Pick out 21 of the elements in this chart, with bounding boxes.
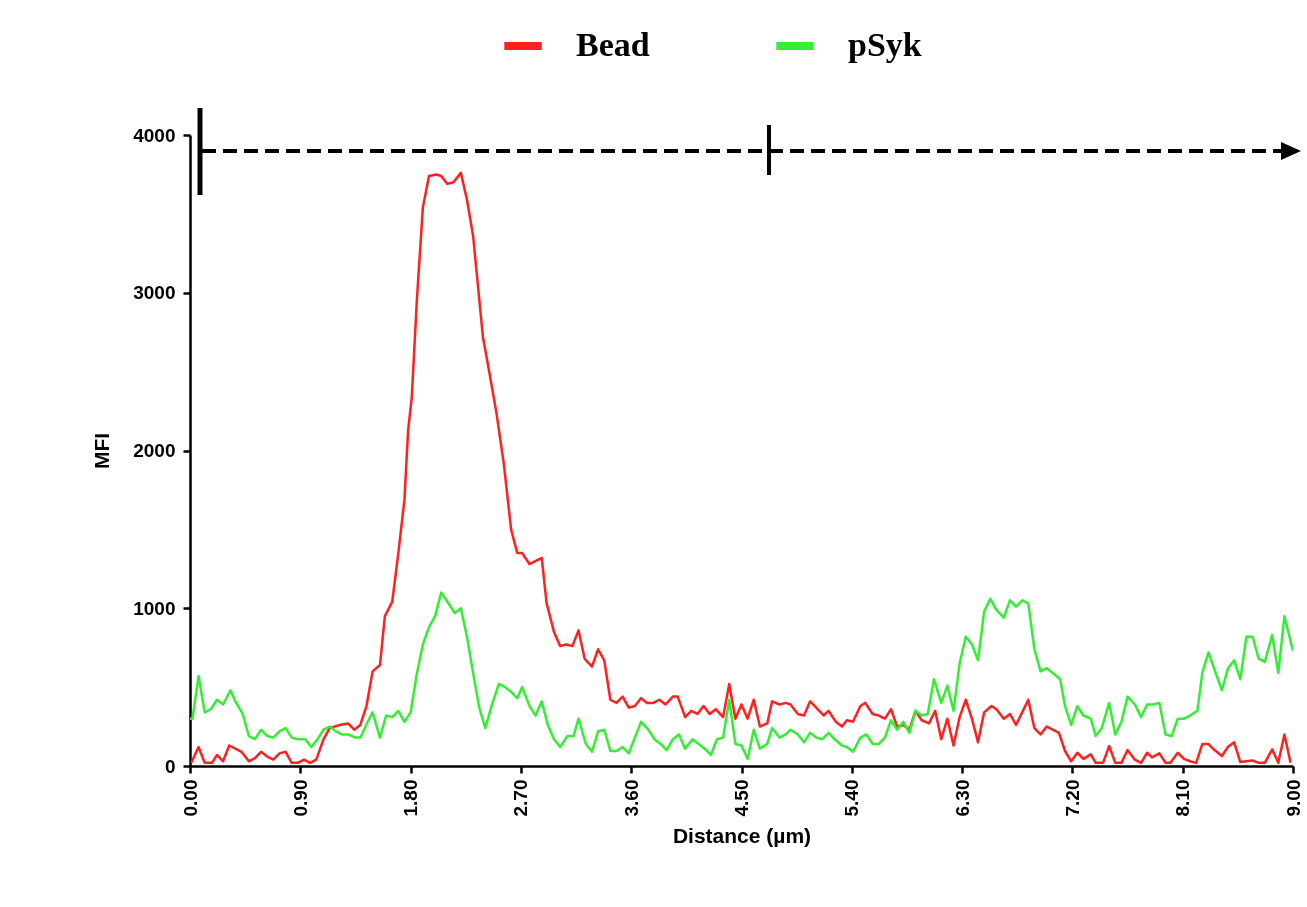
- y-axis-title: MFI: [90, 432, 114, 470]
- y-tick-label: 0: [164, 755, 176, 777]
- x-tick-label: 1.80: [400, 779, 422, 817]
- y-tick-label: 3000: [133, 282, 176, 304]
- y-tick-label: 1000: [133, 597, 176, 619]
- x-tick-label: 0.00: [179, 779, 201, 817]
- line-series: [190, 591, 1293, 761]
- x-tick-label: 0.90: [289, 779, 311, 817]
- x-tick-label: 6.30: [951, 779, 973, 817]
- x-tick-label: 8.10: [1172, 779, 1194, 817]
- x-tick-label: 5.40: [841, 779, 863, 817]
- x-tick-label: 9.00: [1282, 779, 1304, 817]
- y-tick-label: 4000: [133, 124, 176, 146]
- x-tick-label: 3.60: [620, 779, 642, 817]
- legend-label: pSyk: [848, 26, 922, 63]
- y-tick-label: 2000: [133, 440, 176, 461]
- x-tick-label: 2.70: [510, 779, 532, 817]
- legend-label: Bead: [576, 26, 650, 63]
- x-tick-label: 4.50: [731, 779, 752, 817]
- x-tick-label: 7.20: [1061, 779, 1083, 817]
- x-axis-title: Distance (µm): [672, 824, 812, 848]
